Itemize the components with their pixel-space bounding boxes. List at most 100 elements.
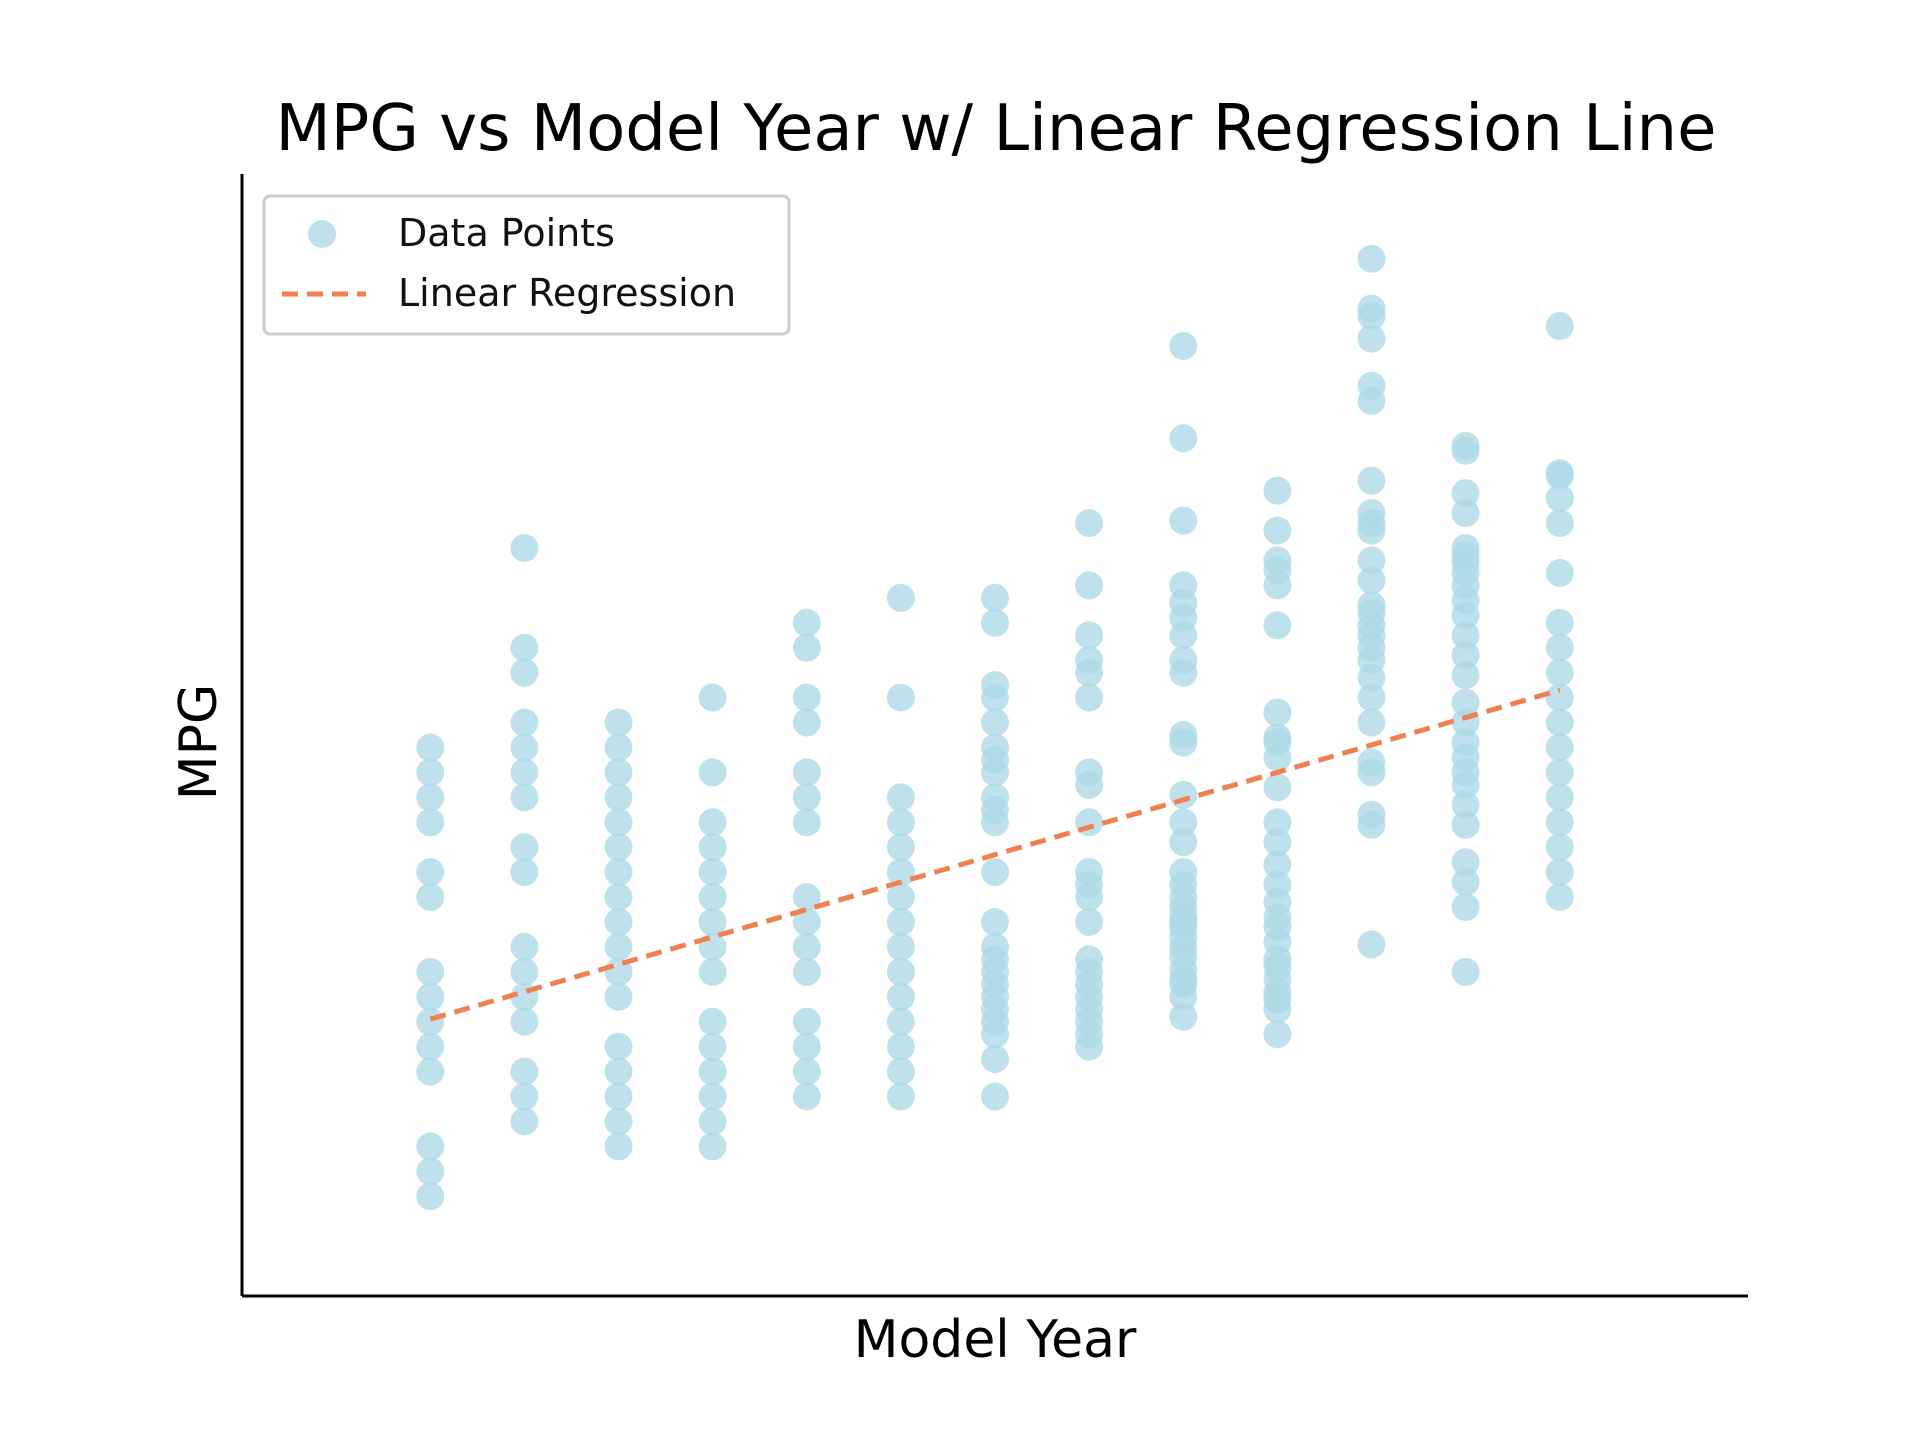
data-point (416, 758, 445, 787)
data-point (698, 1107, 727, 1136)
data-point (1357, 930, 1386, 959)
data-point (1545, 758, 1574, 787)
data-point (1451, 641, 1480, 670)
data-point (1169, 621, 1198, 650)
data-point (604, 1082, 633, 1111)
data-point (1263, 698, 1292, 727)
data-point (1263, 571, 1292, 600)
data-point (604, 808, 633, 837)
data-point (604, 858, 633, 887)
data-point (1357, 244, 1386, 273)
data-point (981, 1045, 1009, 1074)
data-point (698, 808, 727, 837)
data-point (792, 957, 821, 986)
data-point (1357, 302, 1386, 331)
regression-layer (429, 687, 1561, 1022)
data-point (792, 758, 821, 787)
data-point (1075, 658, 1104, 687)
data-point (1545, 461, 1574, 490)
data-point (604, 833, 633, 862)
data-point (1451, 810, 1480, 839)
data-point (698, 908, 727, 936)
data-point (886, 583, 915, 612)
legend-label-linear-regression: Linear Regression (398, 271, 736, 315)
data-point (1545, 312, 1574, 341)
data-point (981, 808, 1009, 837)
data-point (1169, 808, 1198, 837)
data-point (698, 1057, 727, 1086)
data-point (1075, 1032, 1104, 1061)
legend-marker-data-points (308, 220, 336, 248)
data-point (1169, 780, 1198, 809)
data-point (1357, 708, 1386, 737)
data-point (510, 1007, 539, 1036)
data-point (1075, 770, 1104, 799)
data-point (886, 908, 915, 936)
data-point (981, 758, 1009, 787)
data-point (1075, 883, 1104, 912)
data-point (886, 957, 915, 986)
data-point (886, 1082, 915, 1111)
data-point (1545, 509, 1574, 538)
data-point (1357, 386, 1386, 415)
data-point (1451, 621, 1480, 650)
data-point (981, 1020, 1009, 1049)
data-point (886, 1032, 915, 1061)
data-point (1451, 436, 1480, 465)
data-point (1451, 893, 1480, 921)
data-point (698, 683, 727, 712)
data-point (416, 1032, 445, 1061)
data-point (604, 1107, 633, 1136)
data-point (510, 1082, 539, 1111)
data-point (416, 808, 445, 837)
data-point (510, 1057, 539, 1086)
data-point (792, 808, 821, 837)
data-point (792, 783, 821, 812)
data-point (510, 783, 539, 812)
data-point (1451, 688, 1480, 717)
data-point (604, 1132, 633, 1161)
data-point (1545, 883, 1574, 912)
data-point (886, 858, 915, 887)
data-point (1169, 658, 1198, 687)
data-point (1451, 790, 1480, 819)
data-point (604, 1032, 633, 1061)
data-point (604, 908, 633, 936)
data-point (1075, 683, 1104, 712)
data-point (886, 1057, 915, 1086)
data-point (1075, 621, 1104, 650)
data-point (1451, 770, 1480, 799)
data-point (510, 658, 539, 687)
regression-line (429, 687, 1561, 1022)
data-point (604, 758, 633, 787)
data-point (604, 733, 633, 762)
data-point (981, 1082, 1009, 1111)
data-point (698, 858, 727, 887)
data-point (1545, 484, 1574, 513)
data-point (698, 1007, 727, 1036)
data-point (416, 858, 445, 887)
data-point (792, 1032, 821, 1061)
legend-frame (262, 194, 791, 336)
data-point (604, 883, 633, 912)
data-point (792, 708, 821, 737)
data-point (1545, 708, 1574, 737)
data-point (1451, 499, 1480, 528)
data-point (1357, 466, 1386, 495)
data-point (792, 883, 821, 912)
data-point (698, 758, 727, 787)
data-point (792, 1007, 821, 1036)
data-point (1169, 332, 1198, 360)
data-point (604, 708, 633, 737)
data-point (510, 733, 539, 762)
data-point (416, 1132, 445, 1161)
data-point (886, 982, 915, 1011)
data-point (1263, 611, 1292, 640)
data-point (886, 1007, 915, 1036)
data-point (510, 957, 539, 986)
data-point (604, 783, 633, 812)
data-point (510, 932, 539, 961)
data-point (698, 932, 727, 961)
data-point (981, 608, 1009, 637)
